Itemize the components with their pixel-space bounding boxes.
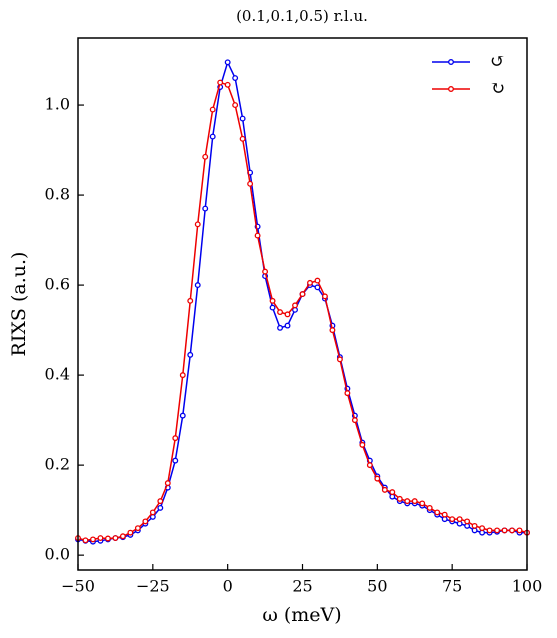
data-point <box>359 441 366 448</box>
data-point <box>314 284 321 291</box>
y-axis-label: RIXS (a.u.) <box>8 252 30 357</box>
data-point <box>351 417 358 424</box>
data-point <box>157 498 164 505</box>
x-tick-label: 75 <box>442 577 462 596</box>
data-point <box>187 351 194 358</box>
x-tick-label: −50 <box>61 577 95 596</box>
data-point <box>232 75 239 82</box>
data-point <box>254 232 261 239</box>
series-line <box>77 81 528 542</box>
data-point <box>269 304 276 311</box>
data-point <box>456 516 463 523</box>
y-tick-label: 0.0 <box>45 545 70 564</box>
legend-label: ↺ <box>490 51 505 72</box>
chart-title: (0.1,0.1,0.5) r.l.u. <box>236 7 368 25</box>
x-tick-label: −25 <box>136 577 170 596</box>
plot-frame <box>77 37 528 571</box>
data-point <box>179 372 186 379</box>
data-point <box>157 504 164 511</box>
legend-marker <box>448 59 454 65</box>
data-point <box>322 293 328 300</box>
data-point <box>277 324 283 331</box>
data-point <box>516 527 523 534</box>
data-point <box>239 115 246 122</box>
data-point <box>449 516 456 523</box>
data-point <box>127 529 134 536</box>
data-point <box>164 480 171 487</box>
y-tick-label: 0.6 <box>45 275 70 294</box>
x-tick-label: 50 <box>367 577 387 596</box>
data-point <box>269 297 276 304</box>
x-axis-label: ω (meV) <box>262 604 341 626</box>
data-point <box>486 527 493 534</box>
data-point <box>419 500 426 507</box>
data-point <box>509 527 515 534</box>
data-point <box>247 180 254 187</box>
data-point <box>464 518 471 525</box>
data-point <box>329 327 336 334</box>
data-point <box>284 311 291 318</box>
data-point <box>149 509 156 516</box>
y-tick-label: 1.0 <box>45 95 70 114</box>
data-point <box>411 498 418 505</box>
legend-label: ↻ <box>490 78 505 99</box>
data-point <box>202 205 209 212</box>
data-point <box>194 282 201 289</box>
data-point <box>112 535 119 541</box>
data-point <box>344 390 351 397</box>
data-point <box>187 297 194 304</box>
data-point <box>224 59 231 66</box>
data-point <box>284 322 291 329</box>
data-point <box>434 509 441 516</box>
data-point <box>97 535 104 541</box>
series-line <box>77 60 527 543</box>
data-point <box>479 525 486 532</box>
data-point <box>134 525 141 532</box>
data-point <box>501 527 508 534</box>
data-point <box>314 277 321 284</box>
data-point <box>366 462 373 469</box>
data-point <box>172 457 179 464</box>
data-point <box>426 504 433 511</box>
data-point <box>494 527 501 534</box>
y-tick-label: 0.4 <box>45 365 70 384</box>
data-point <box>232 102 239 109</box>
data-point <box>82 537 89 544</box>
data-point <box>396 495 403 502</box>
data-point <box>292 302 298 309</box>
data-point <box>172 435 179 442</box>
data-point <box>277 309 283 316</box>
data-point <box>441 511 448 518</box>
data-point <box>142 518 149 525</box>
data-point <box>404 498 411 505</box>
data-point <box>217 79 224 86</box>
data-point <box>307 279 313 286</box>
data-point <box>179 412 186 419</box>
data-point <box>224 81 231 88</box>
data-point <box>381 486 388 493</box>
data-point <box>119 533 126 540</box>
data-point <box>262 268 269 275</box>
data-point <box>104 535 111 542</box>
data-point <box>389 489 396 496</box>
data-point <box>299 291 306 298</box>
data-point <box>471 522 478 529</box>
data-point <box>194 221 201 228</box>
x-tick-label: 25 <box>292 577 312 596</box>
x-tick-label: 100 <box>512 577 543 596</box>
data-point <box>90 536 96 543</box>
data-point <box>209 106 216 113</box>
data-point <box>202 153 209 160</box>
data-point <box>209 133 216 140</box>
legend-marker <box>448 86 454 92</box>
y-tick-label: 0.2 <box>45 455 70 474</box>
data-point <box>239 135 246 142</box>
data-point <box>374 475 381 482</box>
y-tick-label: 0.8 <box>45 185 70 204</box>
x-tick-label: 0 <box>223 577 233 596</box>
data-point <box>336 356 343 363</box>
